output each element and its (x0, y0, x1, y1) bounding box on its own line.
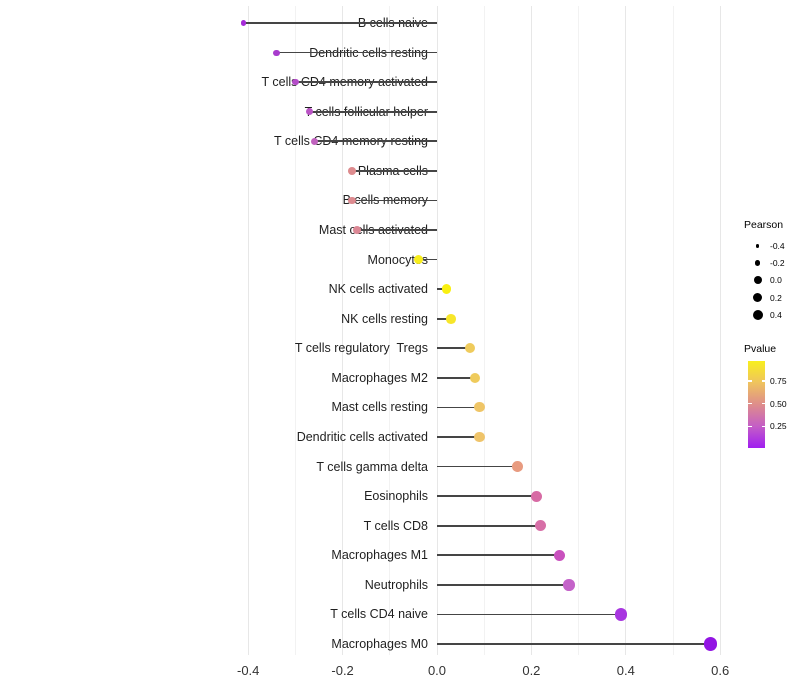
colorbar-tick (761, 425, 765, 427)
lollipop-dot (348, 196, 356, 205)
color-legend-title: Pvalue (744, 343, 777, 355)
lollipop-dot (614, 608, 628, 621)
colorbar-tick (761, 380, 765, 382)
category-label: Monocytes (367, 252, 428, 267)
lollipop-stem (437, 643, 711, 645)
lollipop-dot (348, 166, 356, 175)
category-label: Macrophages M1 (331, 548, 428, 563)
gridline (578, 6, 580, 655)
lollipop-stem (356, 229, 437, 231)
lollipop-stem (437, 317, 452, 320)
lollipop-stem (418, 258, 437, 261)
lollipop-dot (563, 579, 575, 591)
legend-size-label: 0.0 (770, 275, 782, 286)
gridline (389, 6, 391, 655)
x-tick-label: 0.4 (616, 663, 635, 678)
lollipop-stem (437, 436, 480, 438)
lollipop-dot (441, 284, 452, 294)
x-tick-label: 0.6 (711, 663, 730, 678)
lollipop-stem (437, 347, 471, 350)
lollipop-stem (437, 495, 537, 498)
legend-size-label: -0.4 (770, 241, 785, 251)
lollipop-dot (511, 461, 523, 472)
legend-size-dot (754, 260, 761, 267)
colorbar-tick-label: 0.50 (770, 398, 787, 409)
lollipop-dot (446, 313, 456, 324)
category-label: T cells CD4 naive (330, 607, 428, 622)
colorbar-tick-label: 0.75 (770, 375, 787, 386)
size-legend-title: Pearson (744, 219, 784, 231)
category-label: T cells gamma delta (316, 459, 428, 474)
legend-size-dot (753, 293, 762, 303)
legend-size-dot (755, 244, 760, 248)
lollipop-dot (474, 402, 485, 413)
lollipop-stem (437, 583, 570, 586)
lollipop-dot (474, 431, 485, 443)
lollipop-stem (437, 465, 518, 468)
x-tick-label: 0.0 (427, 663, 447, 678)
category-label: NK cells resting (341, 311, 428, 326)
gridline (483, 6, 485, 655)
lollipop-dot (704, 637, 718, 651)
legend-size-label: -0.2 (770, 258, 785, 269)
category-label: Macrophages M0 (331, 636, 428, 651)
lollipop-stem (352, 199, 437, 202)
lollipop-stem (314, 140, 437, 143)
category-label: NK cells activated (328, 282, 428, 297)
legend-size-label: 0.4 (770, 309, 782, 320)
legend-size-label: 0.2 (770, 292, 782, 303)
lollipop-stem (437, 554, 560, 557)
colorbar-tick (748, 402, 752, 405)
lollipop-stem (352, 169, 437, 172)
x-tick-label: -0.4 (236, 663, 260, 678)
colorbar-tick (748, 425, 752, 427)
lollipop-stem (437, 524, 541, 527)
category-label: Dendritic cells activated (296, 429, 428, 444)
lollipop-dot (306, 108, 313, 116)
lollipop-dot (292, 78, 299, 86)
x-tick-label: -0.2 (331, 663, 354, 678)
pvalue-gradient-bar (748, 361, 765, 448)
gridline (436, 6, 438, 655)
lollipop-stem (437, 406, 480, 409)
gridline (342, 6, 344, 655)
colorbar-tick (748, 380, 752, 382)
lollipop-stem (309, 110, 437, 113)
category-label: Mast cells resting (331, 400, 428, 415)
lollipop-stem (243, 22, 437, 24)
category-label: T cells CD8 (363, 518, 428, 533)
lollipop-stem (295, 81, 437, 84)
gridline (294, 6, 296, 655)
gridline (247, 6, 249, 655)
legend-size-dot (753, 276, 762, 285)
lollipop-dot (554, 549, 566, 561)
colorbar-tick (761, 402, 765, 405)
lollipop-stem (437, 613, 622, 616)
category-label: Macrophages M2 (331, 370, 428, 385)
lollipop-dot (535, 520, 547, 532)
lollipop-stem (276, 51, 437, 54)
gridline (719, 6, 721, 655)
lollipop-dot (530, 490, 542, 502)
gridline (530, 6, 532, 655)
lollipop-dot (352, 226, 361, 234)
lollipop-dot (310, 137, 318, 145)
lollipop-dot (469, 372, 480, 383)
lollipop-dot (465, 343, 476, 354)
legend-size-dot (752, 309, 763, 320)
lollipop-stem (437, 376, 475, 379)
x-tick-label: 0.2 (522, 663, 541, 678)
gridline (672, 6, 674, 655)
category-label: Neutrophils (364, 577, 428, 592)
lollipop-dot (240, 20, 247, 26)
category-label: T cells regulatory Tregs (294, 341, 428, 356)
colorbar-tick-label: 0.25 (770, 421, 787, 432)
lollipop-dot (273, 49, 280, 56)
category-label: Eosinophils (364, 489, 428, 504)
lollipop-dot (413, 255, 423, 265)
gridline (625, 6, 627, 655)
